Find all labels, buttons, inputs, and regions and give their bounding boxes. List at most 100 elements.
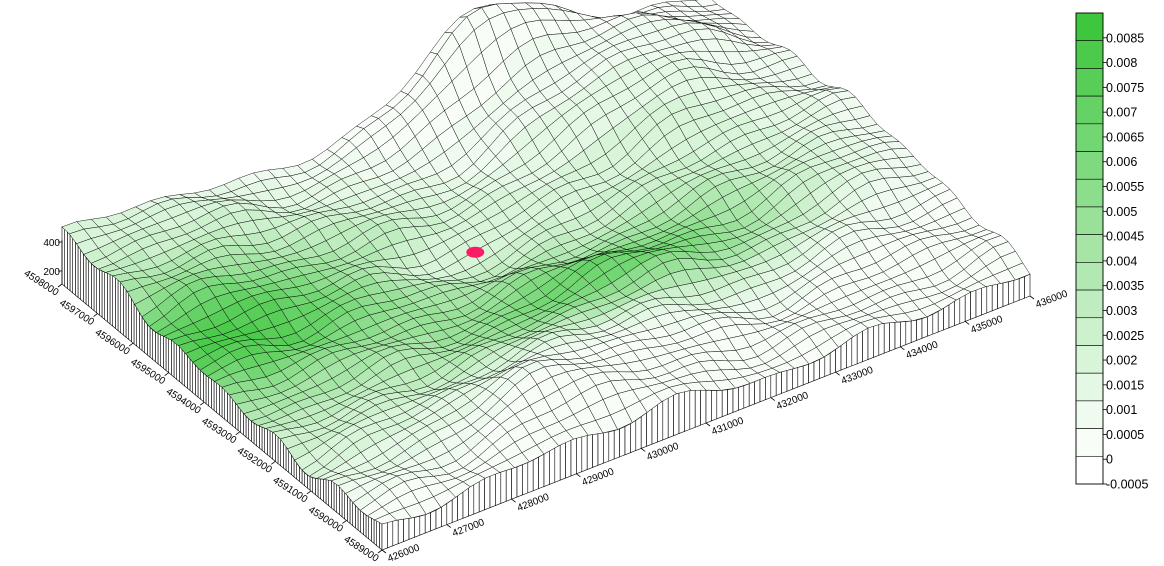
legend-swatch bbox=[1075, 234, 1104, 263]
legend-label: 0.0055 bbox=[1106, 180, 1144, 194]
legend-label: 0.0025 bbox=[1106, 329, 1144, 343]
left-wall-segment bbox=[115, 276, 119, 332]
x-tick-mark bbox=[705, 422, 711, 427]
left-wall-segment bbox=[363, 512, 367, 538]
front-wall-segment bbox=[705, 389, 712, 424]
legend-swatch bbox=[1075, 345, 1104, 374]
left-wall-segment bbox=[227, 391, 231, 425]
left-wall-segment bbox=[136, 306, 140, 349]
left-wall-segment bbox=[64, 228, 68, 290]
front-wall-segment bbox=[927, 313, 934, 337]
front-wall-segment bbox=[808, 361, 815, 384]
left-wall-segment bbox=[368, 516, 372, 542]
legend-label: 0.008 bbox=[1106, 56, 1137, 70]
left-wall-segment bbox=[160, 334, 164, 369]
y-tick-mark bbox=[128, 342, 134, 347]
left-wall-segment bbox=[125, 288, 129, 341]
left-wall-segment bbox=[117, 278, 121, 334]
left-wall-segment bbox=[69, 233, 73, 294]
front-wall-segment bbox=[738, 385, 745, 411]
x-tick-mark bbox=[835, 371, 840, 376]
left-wall-segment bbox=[376, 520, 380, 549]
left-wall-segment bbox=[331, 480, 335, 511]
left-wall-segment bbox=[317, 478, 321, 500]
left-wall-segment bbox=[189, 357, 193, 394]
front-wall-segment bbox=[873, 323, 880, 358]
front-wall-segment bbox=[867, 325, 874, 360]
y-tick-mark bbox=[164, 372, 169, 376]
front-wall-segment bbox=[781, 369, 788, 394]
front-wall-segment bbox=[732, 386, 739, 413]
x-tick-mark bbox=[964, 321, 970, 325]
y-tick-mark bbox=[306, 490, 312, 495]
left-wall-segment bbox=[259, 425, 263, 451]
front-wall-segment bbox=[797, 365, 804, 388]
front-wall-segment bbox=[765, 374, 772, 401]
left-wall-segment bbox=[360, 510, 364, 536]
left-wall-segment bbox=[341, 488, 345, 520]
left-wall-segment bbox=[344, 491, 348, 522]
left-wall-segment bbox=[93, 265, 97, 314]
left-wall-segment bbox=[96, 267, 100, 316]
left-wall-segment bbox=[104, 271, 108, 323]
left-wall-segment bbox=[325, 479, 329, 507]
front-wall-segment bbox=[905, 320, 912, 346]
front-wall-segment bbox=[694, 389, 701, 428]
front-wall-segment bbox=[543, 450, 550, 487]
front-wall-segment bbox=[505, 468, 512, 502]
front-wall-segment bbox=[651, 404, 658, 445]
front-wall-segment bbox=[1002, 281, 1009, 308]
left-wall-segment bbox=[277, 435, 281, 467]
legend-frame bbox=[1075, 12, 1104, 485]
x-tick-mark bbox=[446, 524, 452, 528]
left-wall-segment bbox=[272, 431, 276, 462]
front-wall-segment bbox=[478, 477, 485, 513]
front-wall-segment bbox=[381, 521, 388, 551]
left-wall-segment bbox=[184, 351, 188, 389]
front-wall-segment bbox=[862, 327, 869, 363]
left-wall-segment bbox=[107, 272, 111, 325]
left-wall-segment bbox=[320, 478, 324, 502]
front-wall-segment bbox=[397, 518, 404, 545]
left-wall-segment bbox=[176, 343, 180, 383]
left-wall-segment bbox=[336, 483, 340, 516]
front-wall-segment bbox=[484, 475, 491, 511]
front-wall-segment bbox=[419, 514, 426, 536]
front-wall-segment bbox=[824, 352, 831, 377]
left-wall-segment bbox=[280, 438, 284, 469]
front-wall-segment bbox=[430, 509, 437, 532]
left-wall-segment bbox=[349, 498, 353, 527]
left-wall-segment bbox=[253, 422, 257, 447]
front-wall-segment bbox=[516, 464, 523, 498]
front-wall-segment bbox=[511, 466, 518, 500]
front-wall-segment bbox=[462, 487, 469, 519]
front-wall-segment bbox=[748, 381, 755, 407]
legend-label: 0.007 bbox=[1106, 106, 1137, 120]
front-wall-segment bbox=[441, 502, 448, 528]
left-wall-segment bbox=[245, 415, 249, 440]
front-wall-segment bbox=[527, 459, 534, 494]
left-wall-segment bbox=[267, 428, 271, 458]
front-wall-segment bbox=[986, 284, 993, 314]
front-wall-segment bbox=[435, 506, 442, 530]
front-wall-segment bbox=[991, 283, 998, 312]
legend-swatch bbox=[1075, 372, 1104, 402]
left-wall-segment bbox=[256, 424, 260, 449]
left-wall-segment bbox=[208, 376, 212, 409]
left-wall-segment bbox=[323, 478, 327, 505]
left-wall-segment bbox=[88, 259, 92, 310]
legend-swatch bbox=[1075, 428, 1104, 457]
left-wall-segment bbox=[283, 441, 287, 471]
front-wall-segment bbox=[570, 437, 577, 477]
left-wall-segment bbox=[72, 237, 76, 296]
legend-swatch bbox=[1075, 317, 1104, 346]
front-wall-segment bbox=[597, 432, 604, 466]
front-wall-segment bbox=[975, 287, 982, 318]
x-tick-mark bbox=[770, 397, 776, 401]
front-wall-segment bbox=[667, 394, 674, 439]
front-wall-segment bbox=[921, 316, 928, 339]
left-wall-segment bbox=[203, 372, 207, 405]
front-wall-segment bbox=[981, 285, 988, 316]
left-wall-segment bbox=[205, 374, 209, 407]
front-wall-segment bbox=[635, 416, 642, 451]
